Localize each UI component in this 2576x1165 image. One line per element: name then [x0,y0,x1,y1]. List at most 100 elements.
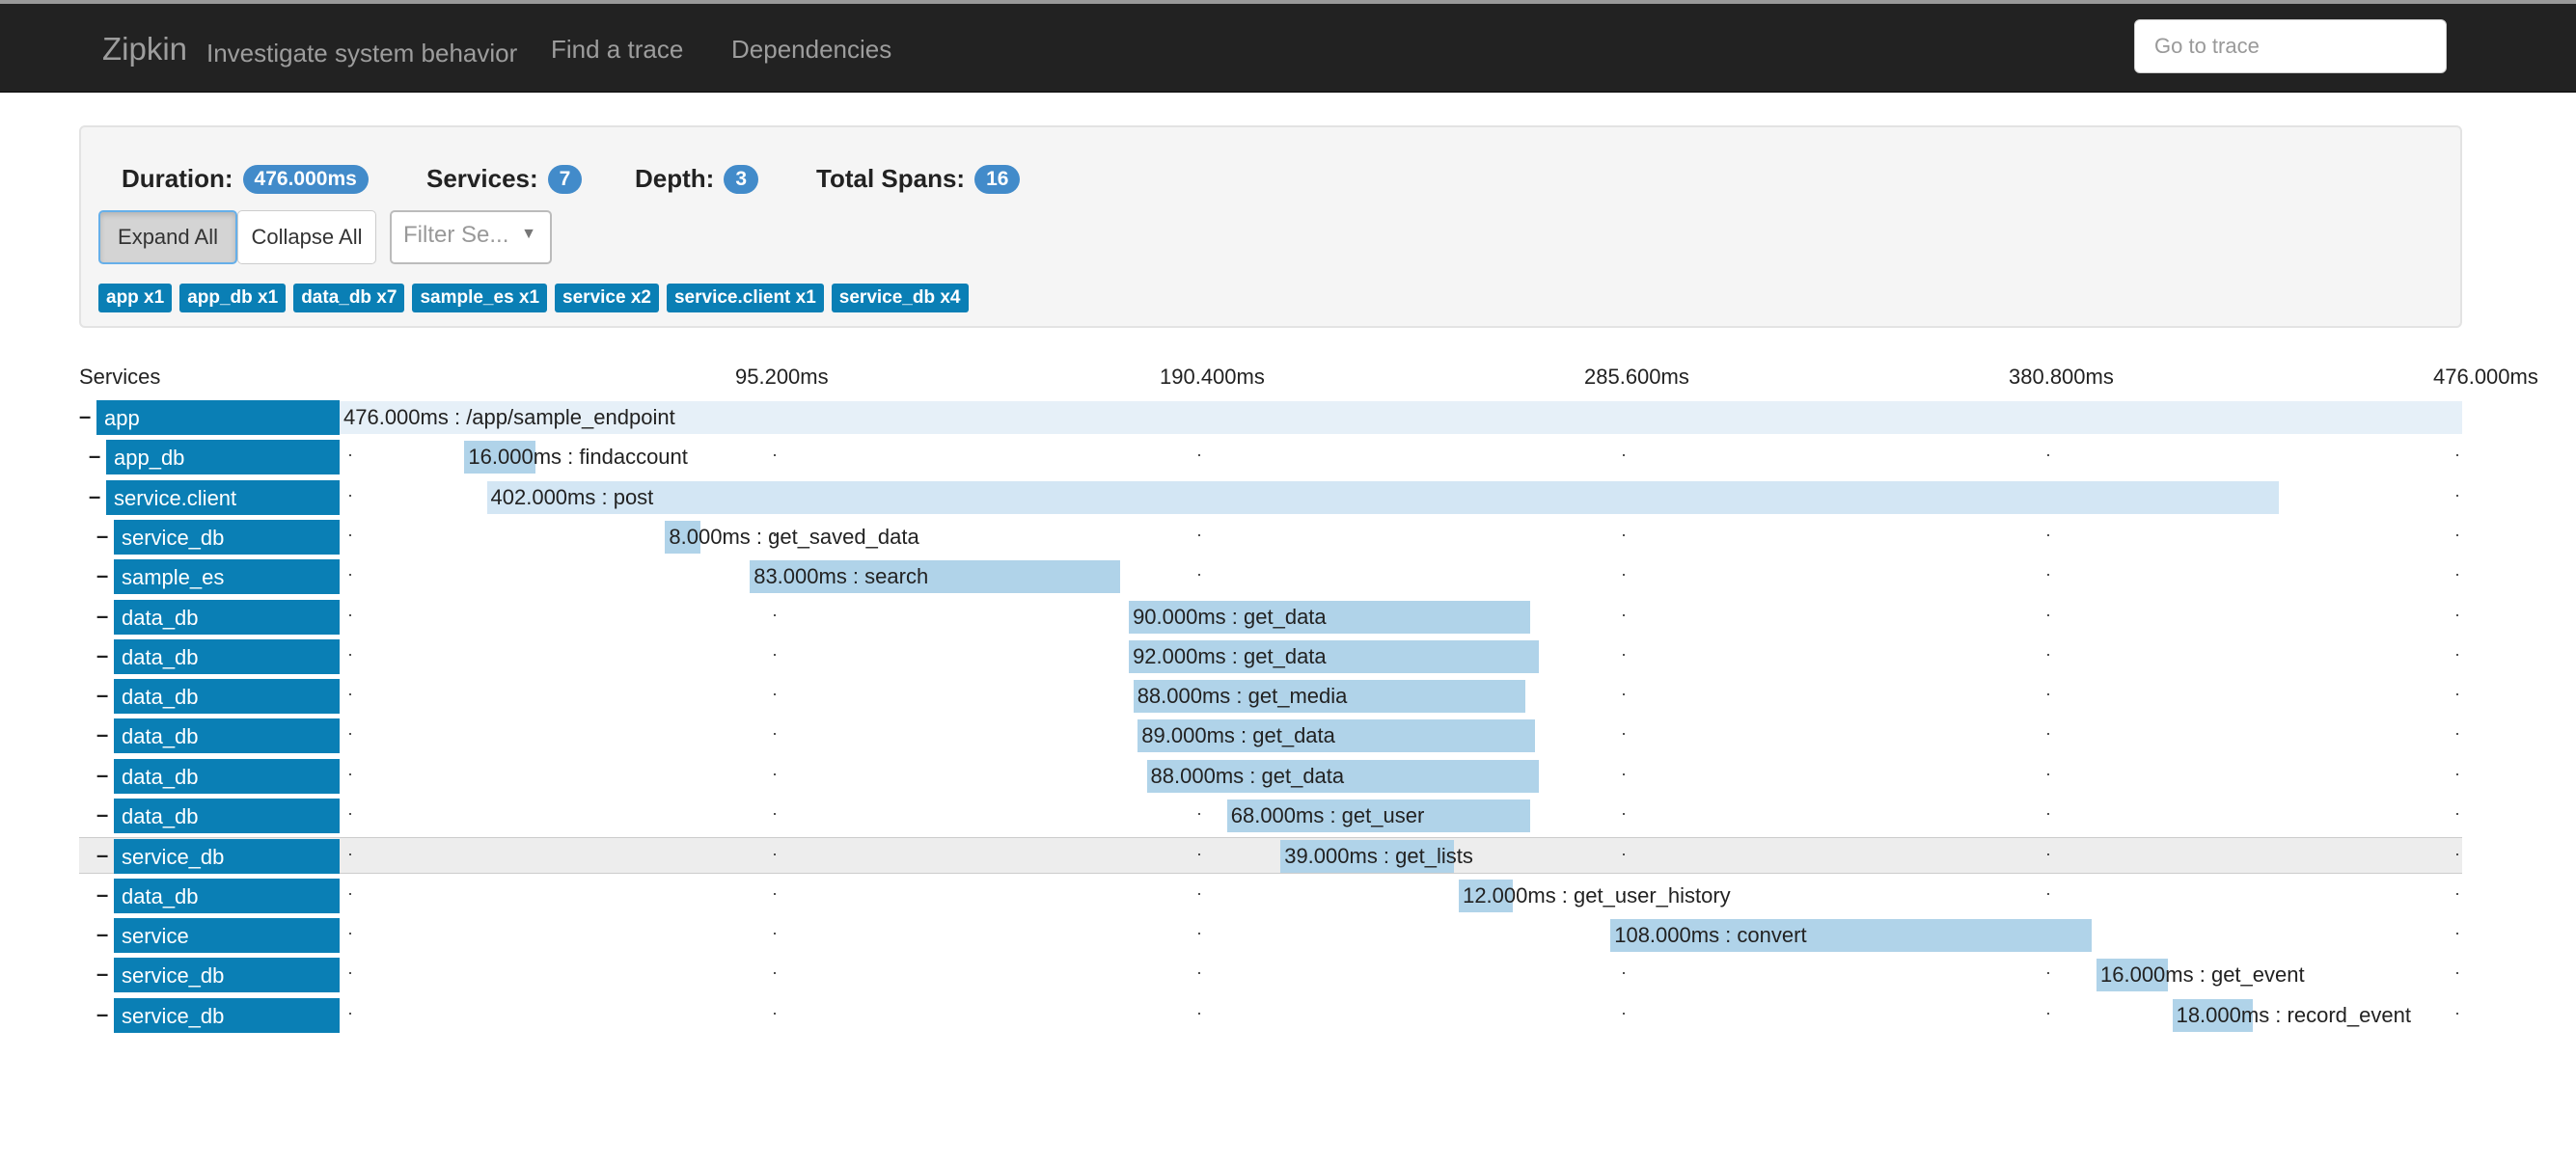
collapse-toggle-icon[interactable]: – [96,843,109,868]
collapse-toggle-icon[interactable]: – [96,881,109,907]
nav-find-a-trace[interactable]: Find a trace [551,35,684,64]
span-service-name[interactable]: data_db [114,718,340,754]
span-row[interactable]: –data_db······89.000ms : get_data [79,718,2462,754]
span-label[interactable]: 83.000ms : search [754,564,929,589]
span-row[interactable]: – data_db · · · · · · 68.000ms : get_user [79,798,2462,834]
tick-dot: · [1621,445,1627,465]
collapse-toggle-icon[interactable]: – [96,603,109,628]
filter-services-select[interactable]: Filter Se... ▼ [390,210,552,264]
span-duration-bar[interactable] [340,401,2462,434]
service-tag[interactable]: service x2 [555,284,659,312]
service-tag[interactable]: data_db x7 [293,284,405,312]
span-duration-bar[interactable] [1129,600,1531,634]
collapse-toggle-icon[interactable]: – [89,483,101,508]
span-row[interactable]: –app······476.000ms : /app/sample_endpoi… [79,399,2462,436]
span-service-name[interactable]: data_db [114,758,340,794]
span-service-name[interactable]: app [96,400,340,435]
span-row[interactable]: – service_db · · · · · · 8.000ms : get_saved_dat… [79,519,2462,555]
span-label[interactable]: 39.000ms : get_lists [1284,844,1473,869]
tick-dot: · [2454,723,2460,744]
span-duration-bar[interactable] [1610,918,2093,952]
span-label[interactable]: 16.000ms : get_event [2100,962,2305,988]
span-service-name[interactable]: service_db [114,839,340,875]
span-service-name[interactable]: data_db [114,679,340,715]
span-service-name[interactable]: service [114,917,340,953]
brand-logo[interactable]: Zipkin [102,31,188,67]
span-service-name[interactable]: data_db [114,799,340,833]
span-label[interactable]: 68.000ms : get_user [1230,803,1425,827]
span-row[interactable]: –sample_es······83.000ms : search [79,558,2462,595]
span-label[interactable]: 92.000ms : get_data [1133,643,1327,668]
tick-dot: · [2045,803,2051,823]
collapse-toggle-icon[interactable]: – [96,683,109,708]
span-service-name[interactable]: data_db [114,599,340,635]
span-label[interactable]: 18.000ms : record_event [2176,1002,2411,1027]
collapse-toggle-icon[interactable]: – [96,642,109,667]
service-tag[interactable]: sample_es x1 [412,284,548,312]
span-duration-bar[interactable] [2096,959,2168,992]
span-duration-bar[interactable] [1129,639,1540,673]
span-label[interactable]: 108.000ms : convert [1614,922,1807,947]
span-service-name[interactable]: service.client [106,479,340,515]
span-label[interactable]: 88.000ms : get_media [1137,684,1348,709]
span-service-name[interactable]: service_db [114,958,340,993]
collapse-toggle-icon[interactable]: – [96,523,109,548]
collapse-toggle-icon[interactable]: – [96,921,109,946]
service-tag[interactable]: app_db x1 [179,284,287,312]
span-label[interactable]: 88.000ms : get_data [1150,763,1345,788]
span-duration-bar[interactable] [1146,759,1540,793]
collapse-toggle-icon[interactable]: – [96,802,109,826]
expand-all-button[interactable]: Expand All [98,210,237,264]
span-row[interactable]: –data_db······92.000ms : get_data [79,638,2462,675]
nav-dependencies[interactable]: Dependencies [731,35,892,64]
service-tag[interactable]: app x1 [98,284,173,312]
span-row[interactable]: –service······108.000ms : convert [79,917,2462,954]
span-row[interactable]: – app_db · · · · · · 16.000ms : findaccount [79,439,2462,475]
span-row[interactable]: –data_db······88.000ms : get_data [79,758,2462,795]
service-tag[interactable]: service.client x1 [666,284,824,312]
tick-dot: · [2045,604,2051,624]
span-row[interactable]: –data_db······90.000ms : get_data [79,599,2462,636]
span-label[interactable]: 89.000ms : get_data [1141,723,1335,748]
collapse-toggle-icon[interactable]: – [79,404,92,428]
collapse-toggle-icon[interactable]: – [96,563,109,588]
span-service-name[interactable]: service_db [114,997,340,1033]
collapse-toggle-icon[interactable]: – [96,962,109,987]
span-service-name[interactable]: sample_es [114,559,340,595]
span-label[interactable]: 402.000ms : post [490,484,654,509]
span-row[interactable]: –service.client······402.000ms : post [79,479,2462,516]
collapse-toggle-icon[interactable]: – [96,1001,109,1026]
span-service-name[interactable]: data_db [114,638,340,674]
span-label[interactable]: 16.000ms : findaccount [468,445,688,470]
span-label[interactable]: 12.000ms : get_user_history [1463,882,1731,908]
span-duration-bar[interactable] [464,441,536,474]
collapse-toggle-icon[interactable]: – [96,762,109,787]
span-duration-bar[interactable] [2172,998,2253,1032]
collapse-toggle-icon[interactable]: – [96,722,109,747]
span-duration-bar[interactable] [1137,719,1535,753]
filter-placeholder: Filter Se... [403,222,509,248]
span-duration-bar[interactable] [665,520,701,554]
span-service-name[interactable]: service_db [114,519,340,555]
span-row[interactable]: – service_db · · · · · · 16.000ms : get_event [79,957,2462,993]
span-service-name[interactable]: app_db [106,440,340,475]
span-label[interactable]: 8.000ms : get_saved_data [669,524,919,549]
collapse-all-button[interactable]: Collapse All [237,210,376,264]
span-service-name[interactable]: data_db [114,878,340,913]
service-tag[interactable]: service_db x4 [831,284,969,312]
tick-dot: · [2045,882,2051,903]
span-row[interactable]: – service_db · · · · · · 39.000ms : get_lists [79,837,2462,875]
span-duration-bar[interactable] [486,480,2280,514]
span-label[interactable]: 90.000ms : get_data [1133,604,1327,629]
span-row[interactable]: –data_db······88.000ms : get_media [79,678,2462,715]
span-row[interactable]: – data_db · · · · · · 12.000ms : get_user_histor… [79,878,2462,914]
span-duration-bar[interactable] [1226,799,1531,832]
span-row[interactable]: – service_db · · · · · · 18.000ms : record_event [79,997,2462,1034]
collapse-toggle-icon[interactable]: – [89,444,101,469]
span-duration-bar[interactable] [1459,879,1513,912]
go-to-trace-input[interactable] [2134,19,2447,73]
span-duration-bar[interactable] [1280,840,1455,874]
span-duration-bar[interactable] [1133,680,1526,714]
span-duration-bar[interactable] [750,560,1120,594]
span-label[interactable]: 476.000ms : /app/sample_endpoint [343,405,675,429]
